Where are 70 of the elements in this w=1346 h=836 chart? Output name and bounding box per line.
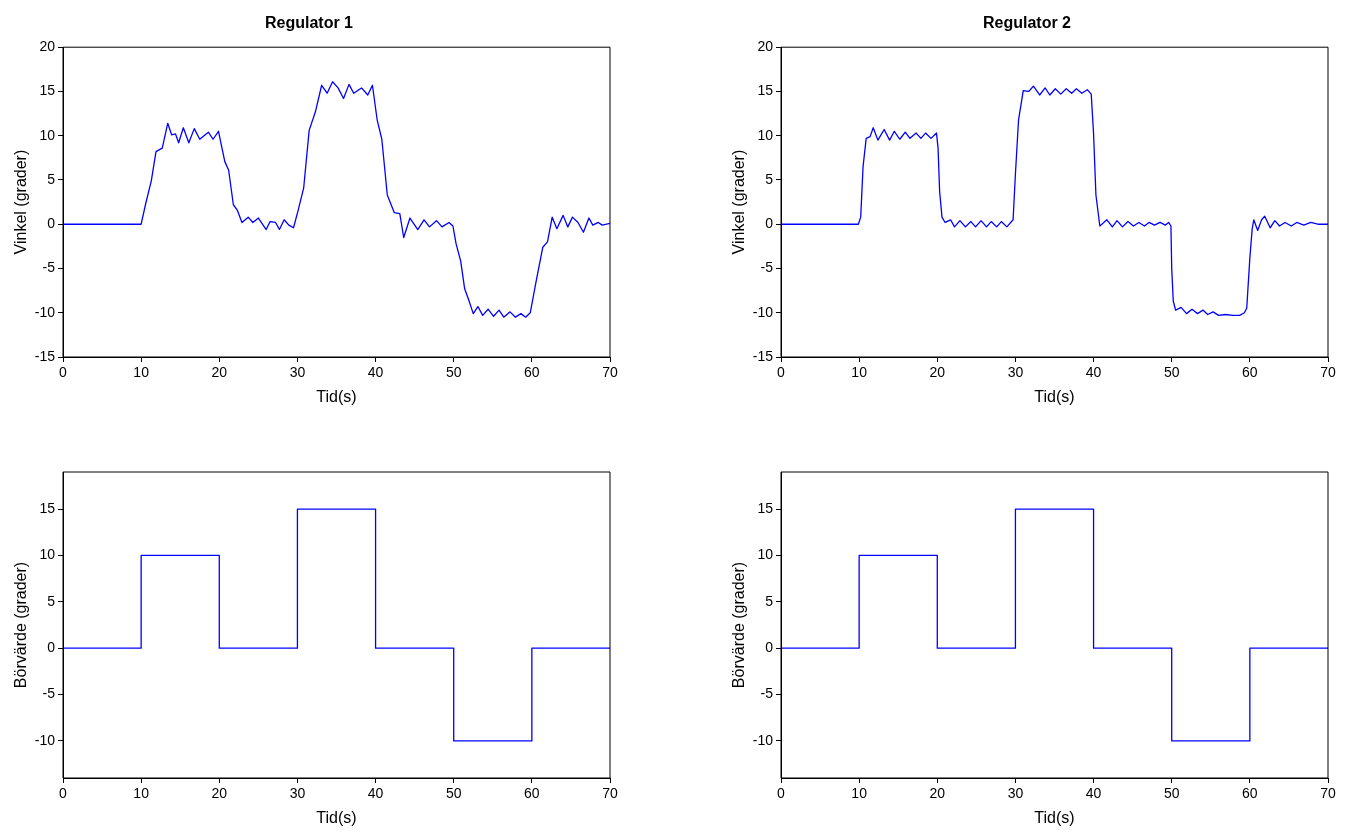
x-tick-label: 70	[602, 785, 618, 802]
x-tick-label: 40	[1085, 364, 1102, 381]
y-tick-label: 5	[765, 170, 774, 187]
x-tick-label: 50	[445, 785, 462, 802]
y-tick-label: -10	[752, 303, 774, 320]
x-tick-label: 40	[1085, 785, 1102, 802]
x-axis-title: Tid(s)	[1034, 387, 1075, 405]
y-tick-label: 5	[765, 592, 774, 609]
x-tick-label: 10	[851, 785, 868, 802]
y-axis-title: Börvärde (grader)	[12, 561, 30, 689]
chart-title: Regulator 1	[264, 14, 354, 32]
x-tick-label: 10	[133, 785, 150, 802]
x-tick-label: 0	[59, 785, 68, 802]
x-tick-label: 50	[1163, 364, 1180, 381]
y-tick-label: 10	[757, 126, 774, 143]
x-tick-label: 20	[929, 364, 946, 381]
x-tick-label: 0	[777, 364, 786, 381]
x-tick-label: 70	[1320, 785, 1336, 802]
x-tick-label: 30	[1007, 364, 1024, 381]
y-tick-label: -5	[42, 259, 56, 276]
x-tick-label: 50	[1163, 785, 1180, 802]
x-tick-label: 60	[524, 785, 540, 802]
x-axis-title: Tid(s)	[316, 808, 357, 826]
x-tick-label: 10	[851, 364, 868, 381]
y-tick-label: 10	[757, 546, 774, 563]
y-tick-label: 0	[47, 215, 56, 232]
y-tick-label: -5	[760, 259, 774, 276]
y-tick-label: -10	[752, 731, 774, 748]
x-tick-label: 40	[367, 785, 384, 802]
y-tick-label: -5	[760, 685, 774, 702]
x-tick-label: 0	[59, 364, 68, 381]
y-axis-title: Vinkel (grader)	[730, 149, 748, 255]
x-tick-label: 50	[445, 364, 462, 381]
x-tick-label: 20	[211, 364, 228, 381]
y-tick-label: 15	[757, 499, 774, 516]
y-tick-label: 10	[39, 126, 56, 143]
y-tick-label: 20	[757, 38, 774, 55]
x-axis-title: Tid(s)	[1034, 808, 1075, 826]
y-tick-label: 5	[47, 592, 56, 609]
y-axis-title: Vinkel (grader)	[12, 149, 30, 255]
x-tick-label: 30	[289, 785, 306, 802]
y-tick-label: -5	[42, 685, 56, 702]
y-tick-label: -15	[752, 347, 774, 364]
x-tick-label: 70	[602, 364, 618, 381]
y-tick-label: -15	[34, 347, 56, 364]
y-tick-label: 20	[39, 38, 56, 55]
x-tick-label: 10	[133, 364, 150, 381]
x-tick-label: 60	[524, 364, 540, 381]
y-axis-title: Börvärde (grader)	[730, 561, 748, 689]
x-tick-label: 40	[367, 364, 384, 381]
y-tick-label: 0	[765, 639, 774, 656]
x-tick-label: 70	[1320, 364, 1336, 381]
y-tick-label: 0	[47, 639, 56, 656]
y-tick-label: 15	[757, 82, 774, 99]
x-axis-title: Tid(s)	[316, 387, 357, 405]
y-tick-label: 5	[47, 170, 56, 187]
y-tick-label: 15	[39, 82, 56, 99]
x-tick-label: 60	[1242, 785, 1258, 802]
x-tick-label: 30	[1007, 785, 1024, 802]
x-tick-label: 20	[211, 785, 228, 802]
y-tick-label: -10	[34, 731, 56, 748]
y-tick-label: 10	[39, 546, 56, 563]
y-tick-label: 0	[765, 215, 774, 232]
x-tick-label: 20	[929, 785, 946, 802]
y-tick-label: 15	[39, 499, 56, 516]
chart-title: Regulator 2	[982, 14, 1072, 32]
x-tick-label: 30	[289, 364, 306, 381]
x-tick-label: 0	[777, 785, 786, 802]
y-tick-label: -10	[34, 303, 56, 320]
x-tick-label: 60	[1242, 364, 1258, 381]
